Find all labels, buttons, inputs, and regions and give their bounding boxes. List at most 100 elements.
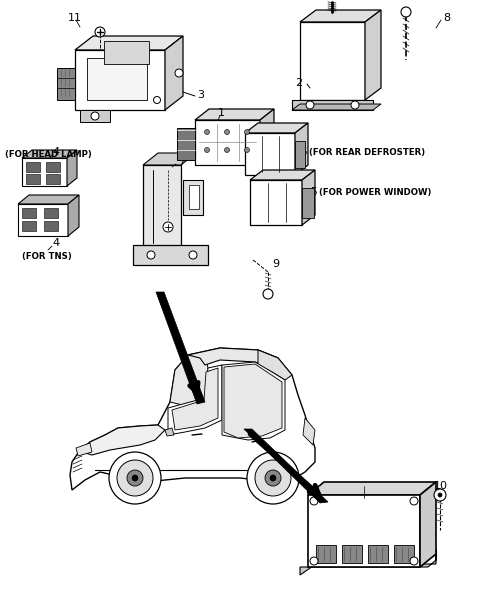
Polygon shape [300,22,365,100]
Circle shape [265,470,281,486]
Text: 4: 4 [52,147,59,157]
Polygon shape [300,549,436,575]
Polygon shape [295,141,305,168]
Circle shape [117,460,153,496]
Text: (FOR HEAD LAMP): (FOR HEAD LAMP) [5,151,92,160]
Polygon shape [18,204,68,236]
Text: 3: 3 [197,90,204,100]
Circle shape [127,470,143,486]
Circle shape [438,493,442,497]
Polygon shape [183,180,203,215]
Polygon shape [44,221,58,231]
Polygon shape [82,425,165,455]
Polygon shape [76,443,92,456]
Polygon shape [26,174,40,184]
Circle shape [91,112,99,120]
Polygon shape [104,41,149,64]
Polygon shape [75,50,165,110]
Circle shape [189,251,197,259]
Polygon shape [133,245,208,265]
Polygon shape [295,123,308,175]
Polygon shape [189,185,199,209]
Circle shape [204,148,209,152]
Polygon shape [165,428,174,436]
Circle shape [310,497,318,505]
Polygon shape [177,128,195,160]
Circle shape [147,251,155,259]
Circle shape [95,27,105,37]
Polygon shape [188,348,278,368]
Polygon shape [26,162,40,172]
Polygon shape [22,221,36,231]
Polygon shape [75,36,183,50]
Text: (FOR POWER WINDOW): (FOR POWER WINDOW) [319,187,432,196]
Text: 10: 10 [434,481,448,491]
Polygon shape [394,545,414,563]
Polygon shape [46,162,60,172]
Polygon shape [172,368,218,430]
Text: 11: 11 [68,13,82,23]
Polygon shape [342,545,362,563]
Polygon shape [250,170,315,180]
Polygon shape [195,120,260,165]
Polygon shape [165,36,183,110]
Polygon shape [22,150,77,158]
Circle shape [225,130,229,134]
Circle shape [225,148,229,152]
Circle shape [410,557,418,565]
Circle shape [401,7,411,17]
Polygon shape [143,153,196,165]
Polygon shape [170,352,208,408]
Text: 8: 8 [443,13,450,23]
Polygon shape [44,208,58,218]
Polygon shape [168,365,222,435]
Text: (FOR TNS): (FOR TNS) [22,251,72,260]
Text: (FOR REAR DEFROSTER): (FOR REAR DEFROSTER) [309,148,425,157]
Polygon shape [18,195,79,204]
Polygon shape [292,104,381,110]
Circle shape [351,101,359,109]
Circle shape [175,69,183,77]
Circle shape [434,489,446,501]
Circle shape [163,222,173,232]
Circle shape [263,289,273,299]
Circle shape [204,130,209,134]
Circle shape [132,475,138,481]
Polygon shape [308,482,436,495]
Text: 5: 5 [300,147,307,157]
Polygon shape [250,180,302,225]
Text: 9: 9 [272,259,279,269]
Polygon shape [245,123,308,133]
Polygon shape [316,545,336,563]
Polygon shape [302,188,314,218]
Polygon shape [308,495,420,567]
Text: 5: 5 [310,187,317,197]
Polygon shape [80,110,110,122]
Polygon shape [258,350,292,380]
Polygon shape [224,364,282,438]
Polygon shape [46,174,60,184]
Polygon shape [302,170,315,225]
Polygon shape [195,109,274,120]
Circle shape [255,460,291,496]
Polygon shape [57,68,75,100]
Polygon shape [292,100,373,110]
Circle shape [244,148,250,152]
Polygon shape [68,195,79,236]
Circle shape [310,557,318,565]
Polygon shape [222,362,285,440]
Text: 1: 1 [218,108,225,118]
Text: 6: 6 [340,486,347,496]
Polygon shape [22,158,67,186]
Polygon shape [143,165,181,260]
Circle shape [244,130,250,134]
Text: 2: 2 [295,78,302,88]
Polygon shape [244,429,328,503]
Circle shape [154,97,160,103]
Polygon shape [87,58,147,100]
Circle shape [247,452,299,504]
Polygon shape [303,418,315,445]
Text: 7: 7 [178,157,185,167]
Polygon shape [70,348,315,490]
Circle shape [109,452,161,504]
